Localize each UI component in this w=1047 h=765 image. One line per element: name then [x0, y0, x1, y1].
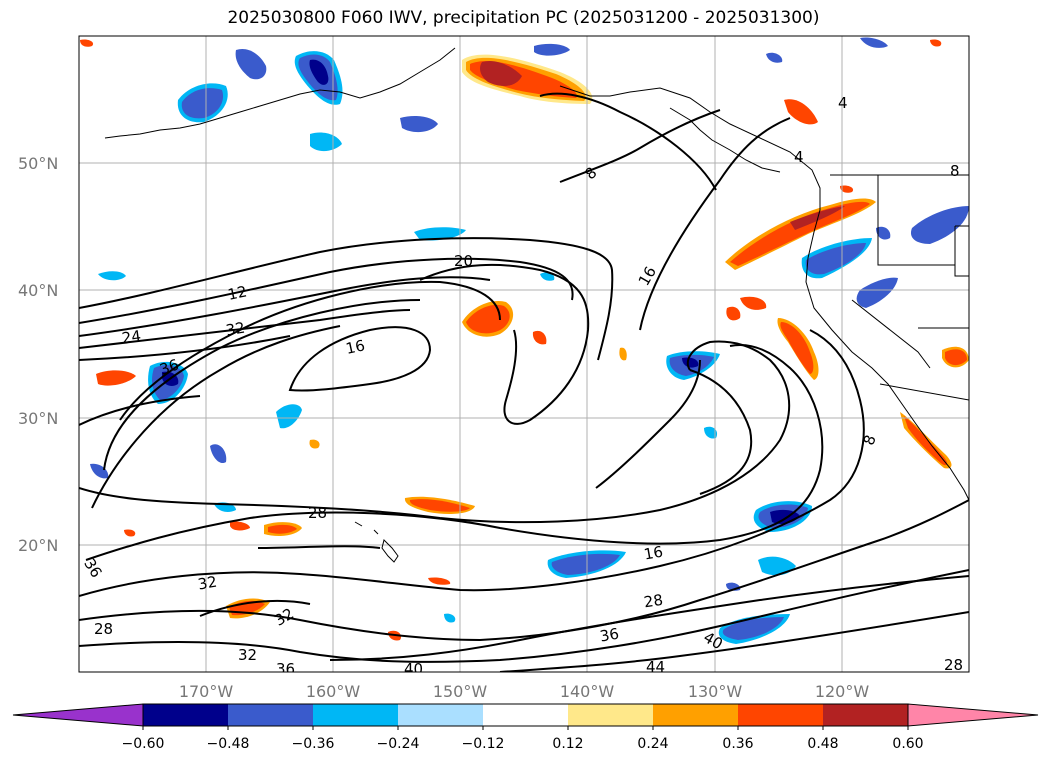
lat-tick-label: 40°N	[18, 281, 58, 300]
lon-tick-label: 120°W	[815, 682, 870, 701]
map-frame	[78, 35, 970, 673]
contour-label: 36	[276, 660, 295, 678]
colorbar-tick-label: 0.48	[807, 736, 838, 752]
contour-label: 4	[838, 94, 848, 112]
chart-title: 2025030800 F060 IWV, precipitation PC (2…	[227, 8, 820, 28]
colorbar-extend-high	[907, 703, 1039, 727]
colorbar-tick-label: −0.36	[292, 736, 335, 752]
contour-label: 36	[598, 625, 620, 646]
lat-tick-label: 20°N	[18, 536, 58, 555]
colorbar-tick-label: −0.48	[207, 736, 250, 752]
colorbar-segment	[568, 704, 653, 726]
contour-label: 28	[94, 620, 113, 638]
contour-labels: 8 4 4 8 12 20 16 24 32 36 16 28 16 8 28 …	[80, 94, 963, 678]
colorbar-segment	[143, 704, 228, 726]
colorbar-frame	[142, 703, 909, 727]
lat-tick-label: 30°N	[18, 409, 58, 428]
colorbar-segment	[483, 704, 568, 726]
colorbar-tick-label: −0.12	[462, 736, 505, 752]
contour-label: 20	[454, 252, 473, 270]
lon-tick-label: 140°W	[560, 682, 615, 701]
lon-tick-label: 130°W	[688, 682, 743, 701]
colorbar-segment	[313, 704, 398, 726]
contour-label: 16	[344, 336, 366, 358]
contour-label: 24	[121, 327, 142, 347]
contour-label: 40	[404, 660, 423, 678]
contour-label: 4	[794, 148, 804, 166]
lon-tick-label: 170°W	[179, 682, 234, 701]
contour-label: 12	[226, 282, 248, 304]
colorbar-segment	[738, 704, 823, 726]
contour-label: 44	[646, 658, 665, 676]
map-area: 8 4 4 8 12 20 16 24 32 36 16 28 16 8 28 …	[79, 36, 969, 678]
lon-tick-label: 150°W	[433, 682, 488, 701]
colorbar-tick-label: 0.24	[637, 736, 668, 752]
contour-label: 32	[238, 646, 257, 664]
contour-label: 28	[643, 591, 664, 611]
contour-label: 28	[944, 656, 963, 674]
latitude-axis: 20°N 30°N 40°N 50°N	[18, 154, 58, 555]
colorbar-segment	[653, 704, 738, 726]
colorbar-segment	[823, 704, 908, 726]
iwv-contours	[79, 92, 969, 672]
colorbar-tick-label: 0.36	[722, 736, 753, 752]
colorbar-extend-low	[12, 703, 144, 727]
colorbar-tick-label: 0.12	[552, 736, 583, 752]
colorbar-tick-label: 0.60	[892, 736, 923, 752]
graticule	[79, 36, 969, 672]
colorbar-segment	[228, 704, 313, 726]
contour-label: 28	[308, 504, 327, 522]
contour-label: 32	[196, 573, 218, 594]
lon-tick-label: 160°W	[306, 682, 361, 701]
contour-label: 8	[950, 162, 960, 180]
contour-label: 36	[157, 355, 181, 378]
colorbar: −0.60 −0.48 −0.36 −0.24 −0.12 0.12 0.24 0.36 0.4…	[12, 703, 1039, 752]
contour-label: 16	[642, 543, 664, 564]
contour-label: 32	[224, 319, 246, 340]
colorbar-tick-label: −0.24	[377, 736, 420, 752]
lat-tick-label: 50°N	[18, 154, 58, 173]
colorbar-tick-label: −0.60	[122, 736, 165, 752]
longitude-axis: 170°W 160°W 150°W 140°W 130°W 120°W	[179, 682, 870, 701]
colorbar-segment	[398, 704, 483, 726]
